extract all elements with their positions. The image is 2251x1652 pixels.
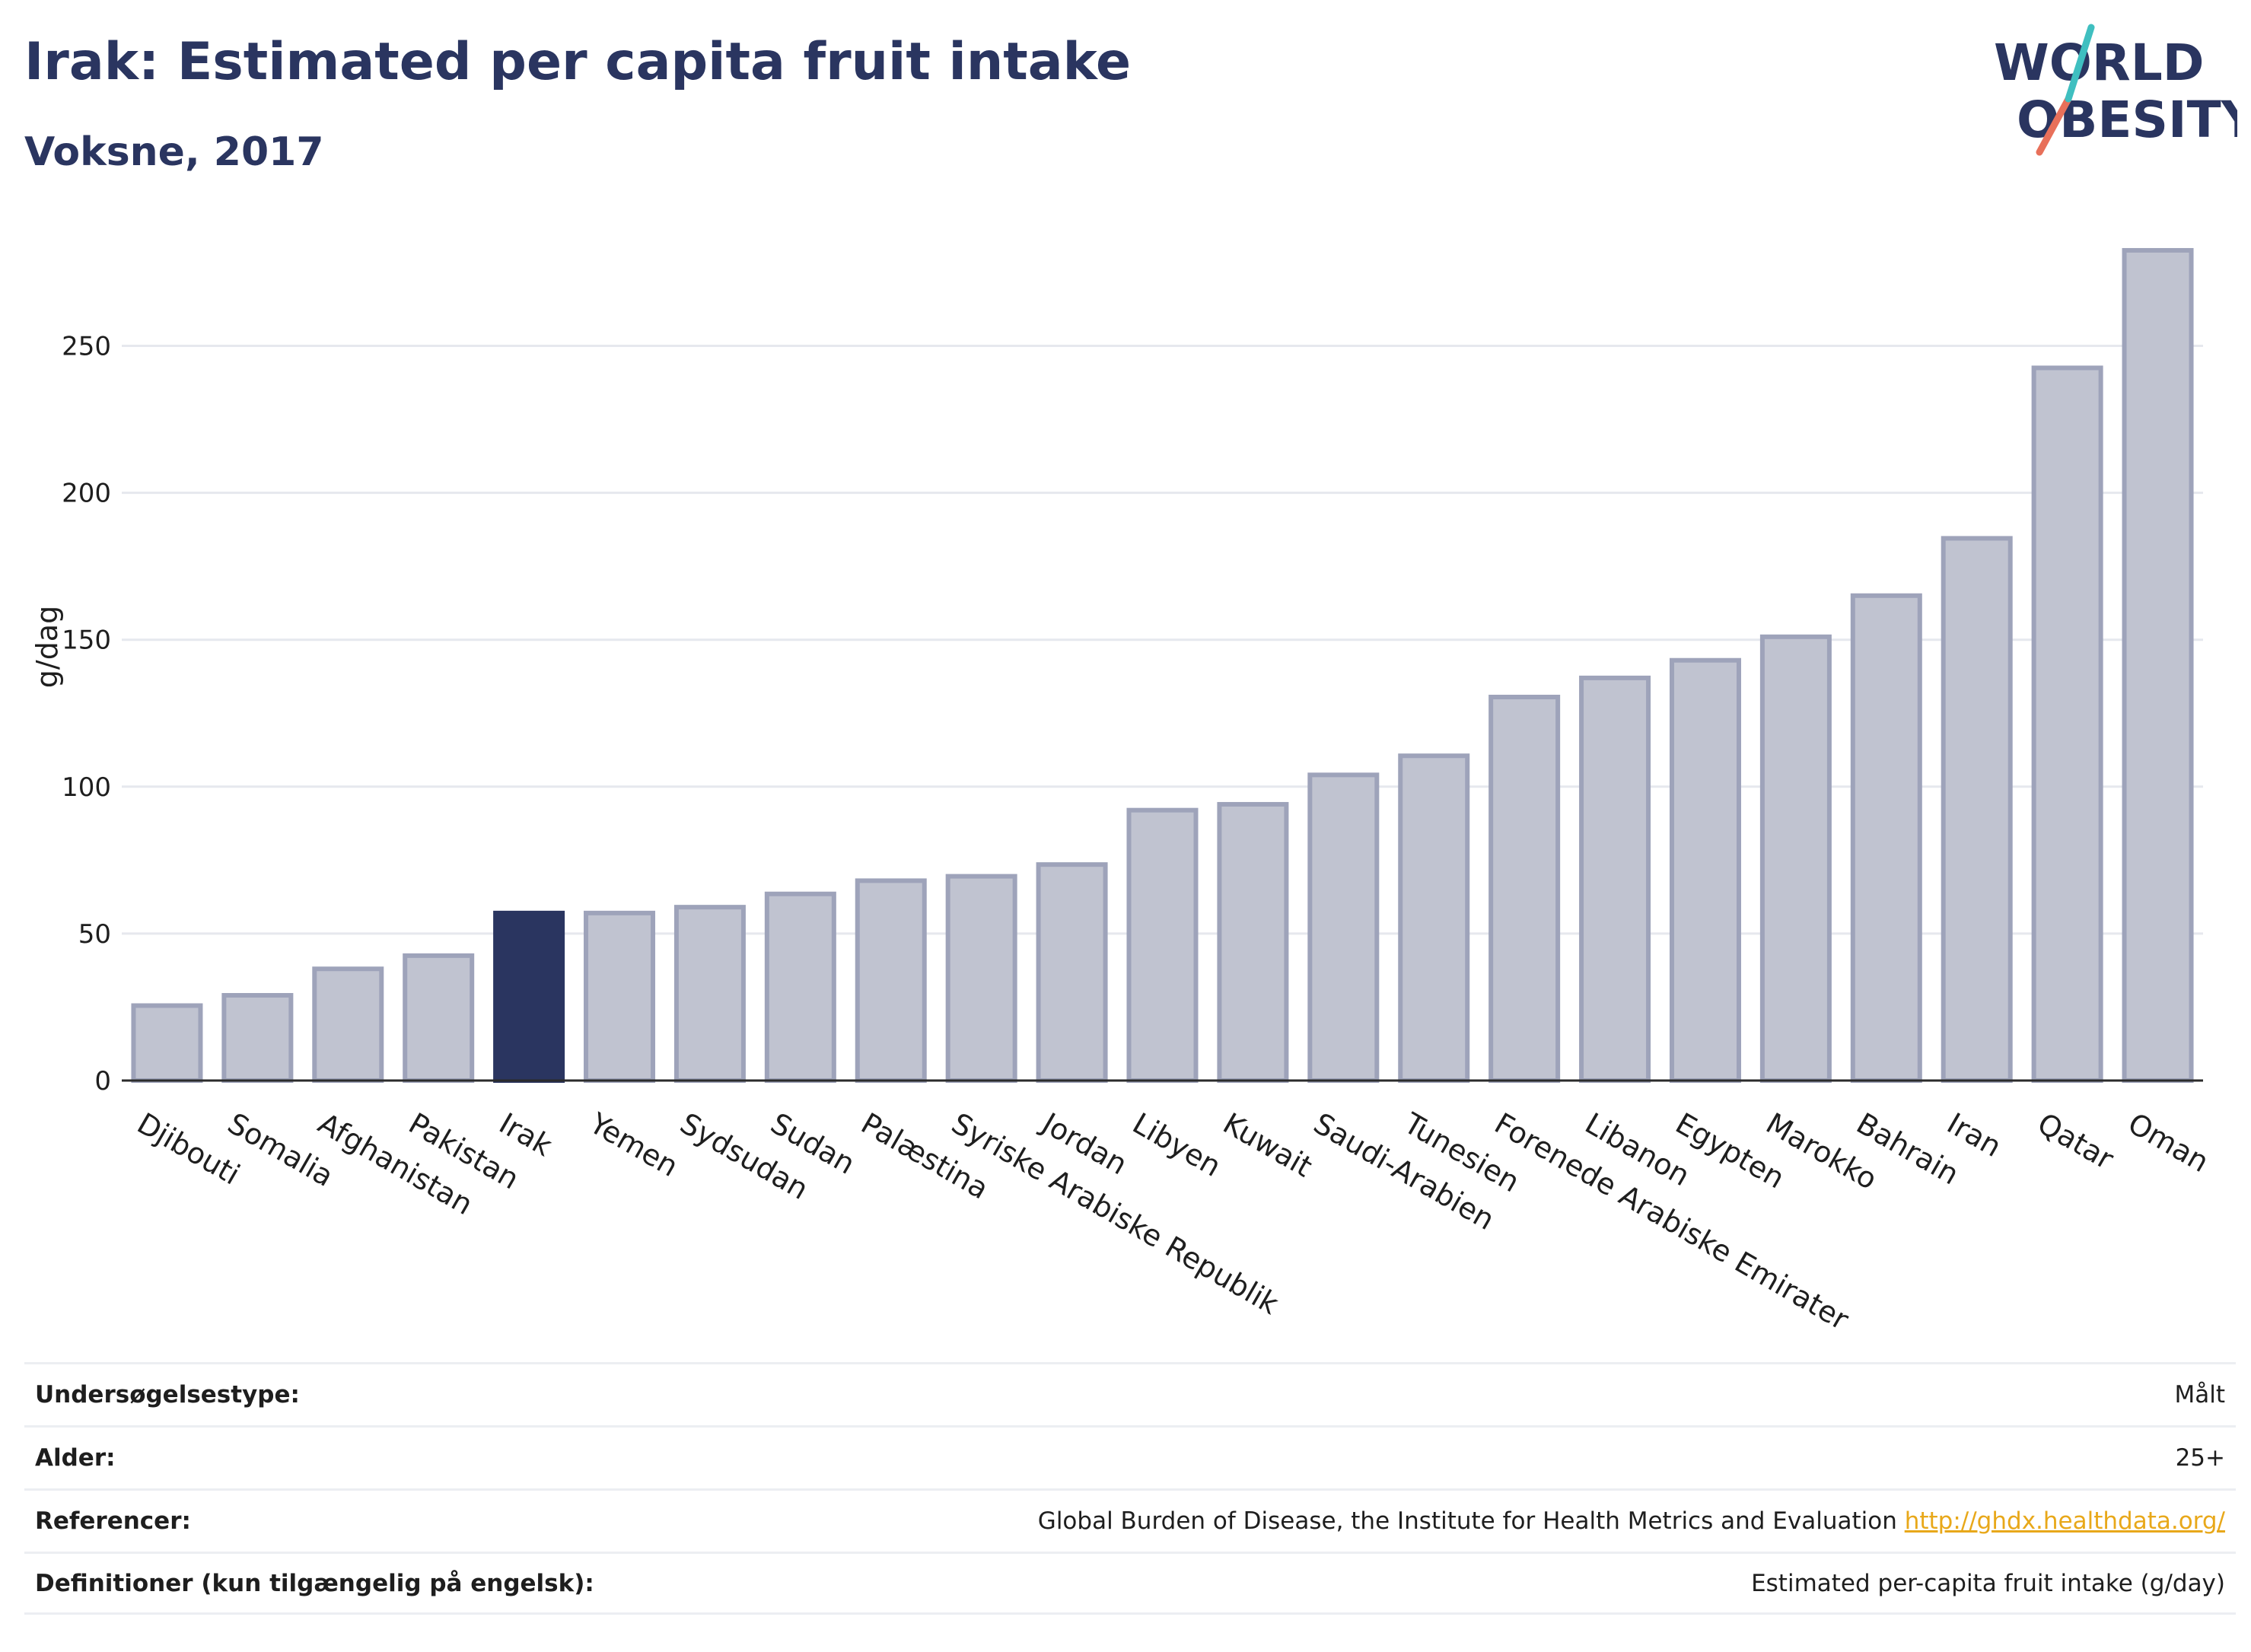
x-tick-label: Oman (2122, 1106, 2214, 1179)
bar-marokko[interactable] (1759, 634, 1832, 1083)
info-row-references: Referencer: Global Burden of Disease, th… (24, 1488, 2236, 1552)
bar-chart: 0 50 100 150 200 250 g/dag DjiboutiSomaliaAfgh… (30, 247, 2214, 1337)
y-tick-label: 250 (62, 331, 111, 361)
chart-subtitle: Voksne, 2017 (24, 129, 324, 175)
info-value: Målt (2174, 1381, 2225, 1408)
svg-text:WORLD: WORLD (1994, 33, 2205, 92)
info-table: Undersøgelsestype: Målt Alder: 25+ Refer… (24, 1362, 2236, 1615)
info-row-definitions: Definitioner (kun tilgængelig på engelsk… (24, 1552, 2236, 1615)
info-value: Global Burden of Disease, the Institute … (1037, 1507, 2225, 1535)
info-value: 25+ (2175, 1444, 2225, 1472)
x-tick-label: Yemen (584, 1106, 684, 1183)
bar-jordan[interactable] (1036, 862, 1108, 1083)
bar-afghanistan[interactable] (312, 966, 384, 1083)
x-tick-label: Djibouti (132, 1106, 246, 1192)
y-tick-label: 0 (94, 1066, 111, 1097)
bar-somalia[interactable] (221, 993, 294, 1083)
bar-syriske-arabiske-republik[interactable] (945, 874, 1017, 1083)
bar-kuwait[interactable] (1217, 801, 1289, 1084)
x-tick-label: Qatar (2032, 1106, 2119, 1176)
x-tick-label: Libyen (1127, 1106, 1227, 1183)
bar-irak[interactable] (493, 910, 565, 1083)
x-tick-label: Kuwait (1218, 1106, 1318, 1184)
reference-link[interactable]: http://ghdx.healthdata.org/ (1904, 1507, 2225, 1535)
bar-libyen[interactable] (1126, 807, 1199, 1084)
bar-tunesien[interactable] (1398, 753, 1470, 1083)
info-label: Alder: (35, 1444, 116, 1472)
axes: 0 50 100 150 200 250 g/dag (30, 331, 2203, 1097)
bar-djibouti[interactable] (131, 1003, 203, 1083)
info-value: Estimated per-capita fruit intake (g/day… (1751, 1569, 2225, 1597)
info-label: Definitioner (kun tilgængelig på engelsk… (35, 1569, 594, 1597)
bar-forenede-arabiske-emirater[interactable] (1488, 695, 1561, 1083)
y-tick-label: 50 (78, 919, 111, 950)
bar-yemen[interactable] (584, 910, 656, 1083)
y-tick-label: 100 (62, 772, 111, 803)
y-axis-label: g/dag (30, 606, 64, 688)
bar-bahrain[interactable] (1850, 593, 1922, 1083)
bar-palæstina[interactable] (855, 878, 927, 1083)
bar-saudi-arabien[interactable] (1307, 772, 1380, 1084)
bar-iran[interactable] (1941, 536, 2013, 1083)
bar-egypten[interactable] (1669, 657, 1741, 1083)
bar-oman[interactable] (2122, 247, 2194, 1083)
bar-sudan[interactable] (764, 891, 836, 1084)
info-label: Undersøgelsestype: (35, 1381, 300, 1408)
info-label: Referencer: (35, 1507, 191, 1535)
y-tick-label: 150 (62, 625, 111, 656)
bar-qatar[interactable] (2031, 365, 2103, 1083)
info-row-age: Alder: 25+ (24, 1425, 2236, 1488)
info-row-survey-type: Undersøgelsestype: Målt (24, 1362, 2236, 1425)
bars (131, 247, 2194, 1084)
world-obesity-logo: WORLD OBESITY (1994, 24, 2237, 156)
bar-sydsudan[interactable] (673, 905, 746, 1084)
bar-libanon[interactable] (1579, 675, 1651, 1083)
y-tick-label: 200 (62, 479, 111, 509)
bar-pakistan[interactable] (403, 953, 475, 1083)
chart-title: Irak: Estimated per capita fruit intake (24, 32, 1132, 92)
